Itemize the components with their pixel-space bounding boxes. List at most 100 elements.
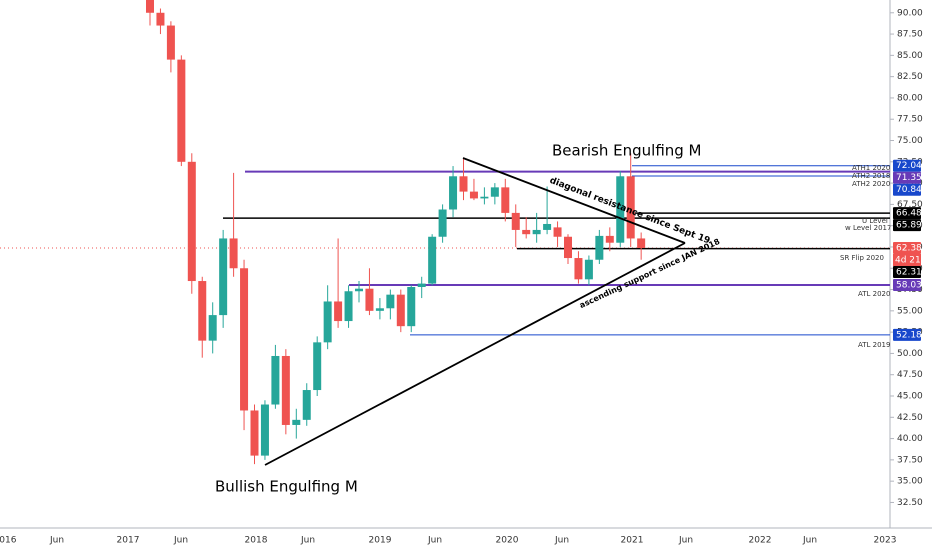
candle-body: [187, 161, 196, 282]
candle-body: [250, 410, 259, 456]
candle-body: [344, 291, 353, 322]
annotation: Bearish Engulfing M: [552, 142, 702, 160]
candle-body: [375, 308, 384, 311]
y-tick-label: 55.00: [897, 306, 923, 316]
candle-body: [302, 390, 311, 420]
candle-body: [469, 191, 478, 199]
candle-body: [616, 176, 625, 243]
price-tag-label: 62.38: [896, 243, 922, 253]
candle-body: [438, 209, 447, 237]
candle-body: [574, 258, 583, 280]
candle-body: [156, 12, 165, 26]
candle-body: [177, 59, 186, 162]
candle-body: [281, 355, 290, 425]
candle-body: [511, 212, 520, 230]
x-tick-label: Jun: [300, 536, 315, 546]
candle-body: [626, 176, 635, 239]
support-trendline: [264, 242, 686, 466]
y-tick-label: 47.50: [897, 370, 923, 380]
candles: [146, 0, 646, 465]
axis: 32.50 35.00 37.50 40.00 42.50 45.00 47.50 50.00…: [0, 8, 926, 545]
candle-body: [605, 235, 614, 243]
x-tick-label: Jun: [802, 536, 817, 546]
candle-body: [198, 281, 207, 341]
candle-body: [260, 404, 269, 456]
candle-body: [564, 236, 572, 259]
x-tick-label: 2016: [0, 536, 17, 546]
candle-body: [417, 283, 426, 287]
candle-body: [355, 288, 363, 292]
candle-body: [553, 227, 562, 237]
price-tag-label: 66.48: [896, 209, 922, 219]
y-tick-label: 42.50: [897, 413, 923, 423]
level-label: ATH2 2018: [852, 172, 890, 180]
x-tick-label: 2022: [749, 536, 772, 546]
candle-body: [407, 286, 416, 327]
candle-body: [595, 235, 604, 260]
price-tag-label: 70.84: [896, 185, 922, 195]
y-tick-label: 32.50: [897, 498, 923, 508]
candle-body: [166, 25, 175, 60]
candle-body: [386, 294, 395, 309]
y-tick-label: 90.00: [897, 8, 923, 18]
x-tick-label: Jun: [554, 536, 569, 546]
candle-body: [219, 238, 228, 316]
y-tick-label: 82.50: [897, 72, 923, 82]
x-tick-label: 2017: [117, 536, 140, 546]
price-tag: [893, 171, 921, 184]
candle-body: [543, 223, 552, 230]
price-tag: [893, 265, 921, 278]
y-tick-label: 75.00: [897, 136, 923, 146]
level-label: U Level: [862, 217, 888, 225]
price-tag: [893, 328, 921, 341]
candle-body: [501, 187, 510, 213]
level-label: ATH1 2020: [852, 164, 890, 172]
candle-body: [637, 238, 646, 248]
candle-body: [449, 176, 458, 210]
y-tick-label: 77.50: [897, 115, 923, 125]
x-tick-label: 2019: [369, 536, 392, 546]
price-tag-label: 58.03: [896, 281, 922, 291]
price-tag: [893, 183, 921, 196]
level-label: w Level 2017: [845, 224, 891, 232]
y-tick-label: 35.00: [897, 477, 923, 487]
candle-body: [365, 288, 374, 311]
candle-body: [208, 315, 217, 341]
y-tick-label: 87.50: [897, 30, 923, 40]
x-tick-label: Jun: [173, 536, 188, 546]
candle-body: [532, 229, 541, 235]
level-label: ATL 2020: [858, 290, 890, 298]
candle-body: [292, 419, 301, 425]
candle-body: [313, 342, 322, 391]
price-tag: [893, 241, 921, 254]
candle-body: [584, 259, 593, 280]
candle-body: [522, 229, 531, 235]
price-tag: [893, 219, 921, 232]
candle-body: [271, 355, 280, 405]
level-label: SR Flip 2020: [840, 254, 884, 262]
price-tag-label: 65.89: [896, 221, 922, 231]
candle-body: [396, 294, 405, 327]
y-tick-label: 40.00: [897, 434, 923, 444]
price-tag: [893, 279, 921, 292]
x-tick-label: 2021: [621, 536, 644, 546]
candle-body: [146, 0, 154, 13]
candle-body: [459, 176, 468, 192]
price-tag: [893, 207, 921, 220]
y-tick-label: 50.00: [897, 349, 923, 359]
candle-body: [334, 301, 343, 322]
candle-body: [240, 268, 249, 411]
x-tick-label: Jun: [427, 536, 442, 546]
x-tick-label: Jun: [49, 536, 64, 546]
price-tag-label: 71.35: [896, 173, 922, 183]
candle-body: [490, 187, 499, 197]
countdown-tag: [893, 253, 921, 266]
candle-body: [480, 196, 489, 199]
candle-body: [428, 236, 437, 284]
x-tick-label: 2020: [496, 536, 519, 546]
y-tick-label: 80.00: [897, 93, 923, 103]
candle-body: [229, 238, 238, 269]
